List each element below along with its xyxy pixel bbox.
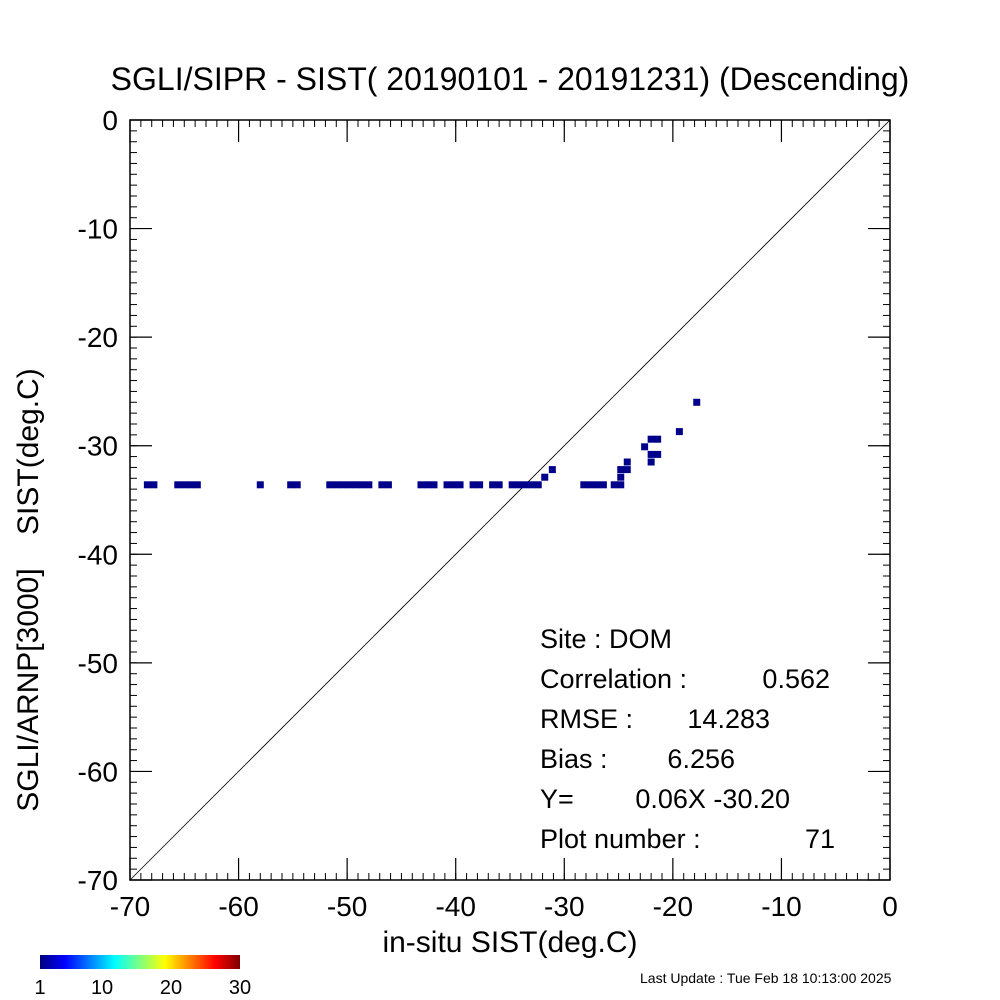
data-points bbox=[143, 398, 701, 489]
data-point bbox=[617, 466, 625, 474]
data-point bbox=[469, 481, 477, 489]
data-point bbox=[174, 481, 182, 489]
major-ticks bbox=[129, 119, 891, 881]
y-tick-labels: -70 -60 -50 -40 -30 -20 -10 0 bbox=[78, 105, 118, 896]
data-point bbox=[193, 481, 201, 489]
data-point bbox=[593, 481, 601, 489]
data-point bbox=[654, 435, 662, 443]
chart-title: SGLI/SIPR - SIST( 20190101 - 20191231) (… bbox=[111, 61, 910, 97]
data-point bbox=[675, 428, 683, 436]
colorbar-tick-labels: 1 10 20 30 bbox=[34, 977, 251, 999]
data-point bbox=[456, 481, 464, 489]
data-point bbox=[515, 481, 523, 489]
x-tick-label: -30 bbox=[544, 891, 584, 922]
y-tick-label: -10 bbox=[78, 214, 118, 245]
data-point bbox=[293, 481, 301, 489]
data-point bbox=[617, 473, 625, 481]
stats-label: RMSE : bbox=[540, 704, 633, 734]
x-tick-labels: -70 -60 -50 -40 -30 -20 -10 0 bbox=[110, 891, 898, 922]
data-point bbox=[654, 450, 662, 458]
data-point bbox=[365, 481, 373, 489]
colorbar-tick-label: 20 bbox=[160, 977, 182, 999]
stats-value: 14.283 bbox=[687, 704, 770, 734]
data-point bbox=[647, 450, 655, 458]
data-point bbox=[187, 481, 195, 489]
data-point bbox=[599, 481, 607, 489]
y-tick-label: -40 bbox=[78, 539, 118, 570]
stats-label: Plot number : bbox=[540, 824, 701, 854]
data-point bbox=[647, 458, 655, 466]
y-tick-label: -70 bbox=[78, 865, 118, 896]
data-point bbox=[534, 481, 542, 489]
colorbar-tick-label: 30 bbox=[229, 977, 251, 999]
data-point bbox=[521, 481, 529, 489]
data-point bbox=[378, 481, 386, 489]
data-point bbox=[358, 481, 366, 489]
data-point bbox=[423, 481, 431, 489]
data-point bbox=[256, 481, 264, 489]
data-point bbox=[623, 466, 631, 474]
data-point bbox=[180, 481, 188, 489]
y-tick-label: -60 bbox=[78, 756, 118, 787]
data-point bbox=[580, 481, 588, 489]
stats-label: Y= bbox=[540, 784, 574, 814]
data-point bbox=[345, 481, 353, 489]
y-tick-label: 0 bbox=[102, 105, 118, 136]
colorbar-tick-label: 1 bbox=[34, 977, 45, 999]
data-point bbox=[150, 481, 158, 489]
x-tick-label: -50 bbox=[327, 891, 367, 922]
data-point bbox=[548, 466, 556, 474]
data-point bbox=[332, 481, 340, 489]
stats-label: Correlation : bbox=[540, 664, 687, 694]
data-point bbox=[693, 398, 701, 406]
last-update-footer: Last Update : Tue Feb 18 10:13:00 2025 bbox=[640, 970, 892, 986]
data-point bbox=[641, 443, 649, 451]
stats-value: 71 bbox=[805, 824, 835, 854]
one-to-one-line bbox=[129, 119, 891, 881]
x-tick-label: -40 bbox=[435, 891, 475, 922]
colorbar-tick-label: 10 bbox=[91, 977, 113, 999]
data-point bbox=[143, 481, 151, 489]
data-point bbox=[508, 481, 516, 489]
data-point bbox=[610, 481, 618, 489]
data-point bbox=[495, 481, 503, 489]
y-tick-label: -30 bbox=[78, 431, 118, 462]
data-point bbox=[384, 481, 392, 489]
y-tick-label: -20 bbox=[78, 322, 118, 353]
stats-box: Site : DOM Correlation : 0.562 RMSE : 14.283… bbox=[540, 624, 835, 854]
data-point bbox=[326, 481, 334, 489]
data-point bbox=[617, 481, 625, 489]
stats-label: Bias : bbox=[540, 744, 608, 774]
x-tick-label: -70 bbox=[110, 891, 150, 922]
data-point bbox=[450, 481, 458, 489]
data-point bbox=[443, 481, 451, 489]
x-axis-label: in-situ SIST(deg.C) bbox=[382, 926, 637, 959]
stats-value: 0.06X -30.20 bbox=[635, 784, 790, 814]
data-point bbox=[430, 481, 438, 489]
data-point bbox=[623, 458, 631, 466]
x-tick-label: 0 bbox=[882, 891, 898, 922]
stats-value: 0.562 bbox=[762, 664, 830, 694]
stats-value: 6.256 bbox=[667, 744, 735, 774]
stats-label: Site : DOM bbox=[540, 624, 672, 654]
data-point bbox=[287, 481, 295, 489]
x-tick-label: -20 bbox=[653, 891, 693, 922]
data-point bbox=[339, 481, 347, 489]
data-point bbox=[541, 473, 549, 481]
data-point bbox=[489, 481, 497, 489]
data-point bbox=[586, 481, 594, 489]
data-point bbox=[647, 435, 655, 443]
x-tick-label: -60 bbox=[218, 891, 258, 922]
y-tick-label: -50 bbox=[78, 648, 118, 679]
colorbar bbox=[40, 955, 240, 969]
data-point bbox=[352, 481, 360, 489]
y-axis-label: SGLI/ARNP[3000] SIST(deg.C) bbox=[12, 368, 45, 812]
data-point bbox=[528, 481, 536, 489]
x-tick-label: -10 bbox=[761, 891, 801, 922]
data-point bbox=[476, 481, 484, 489]
data-point bbox=[417, 481, 425, 489]
